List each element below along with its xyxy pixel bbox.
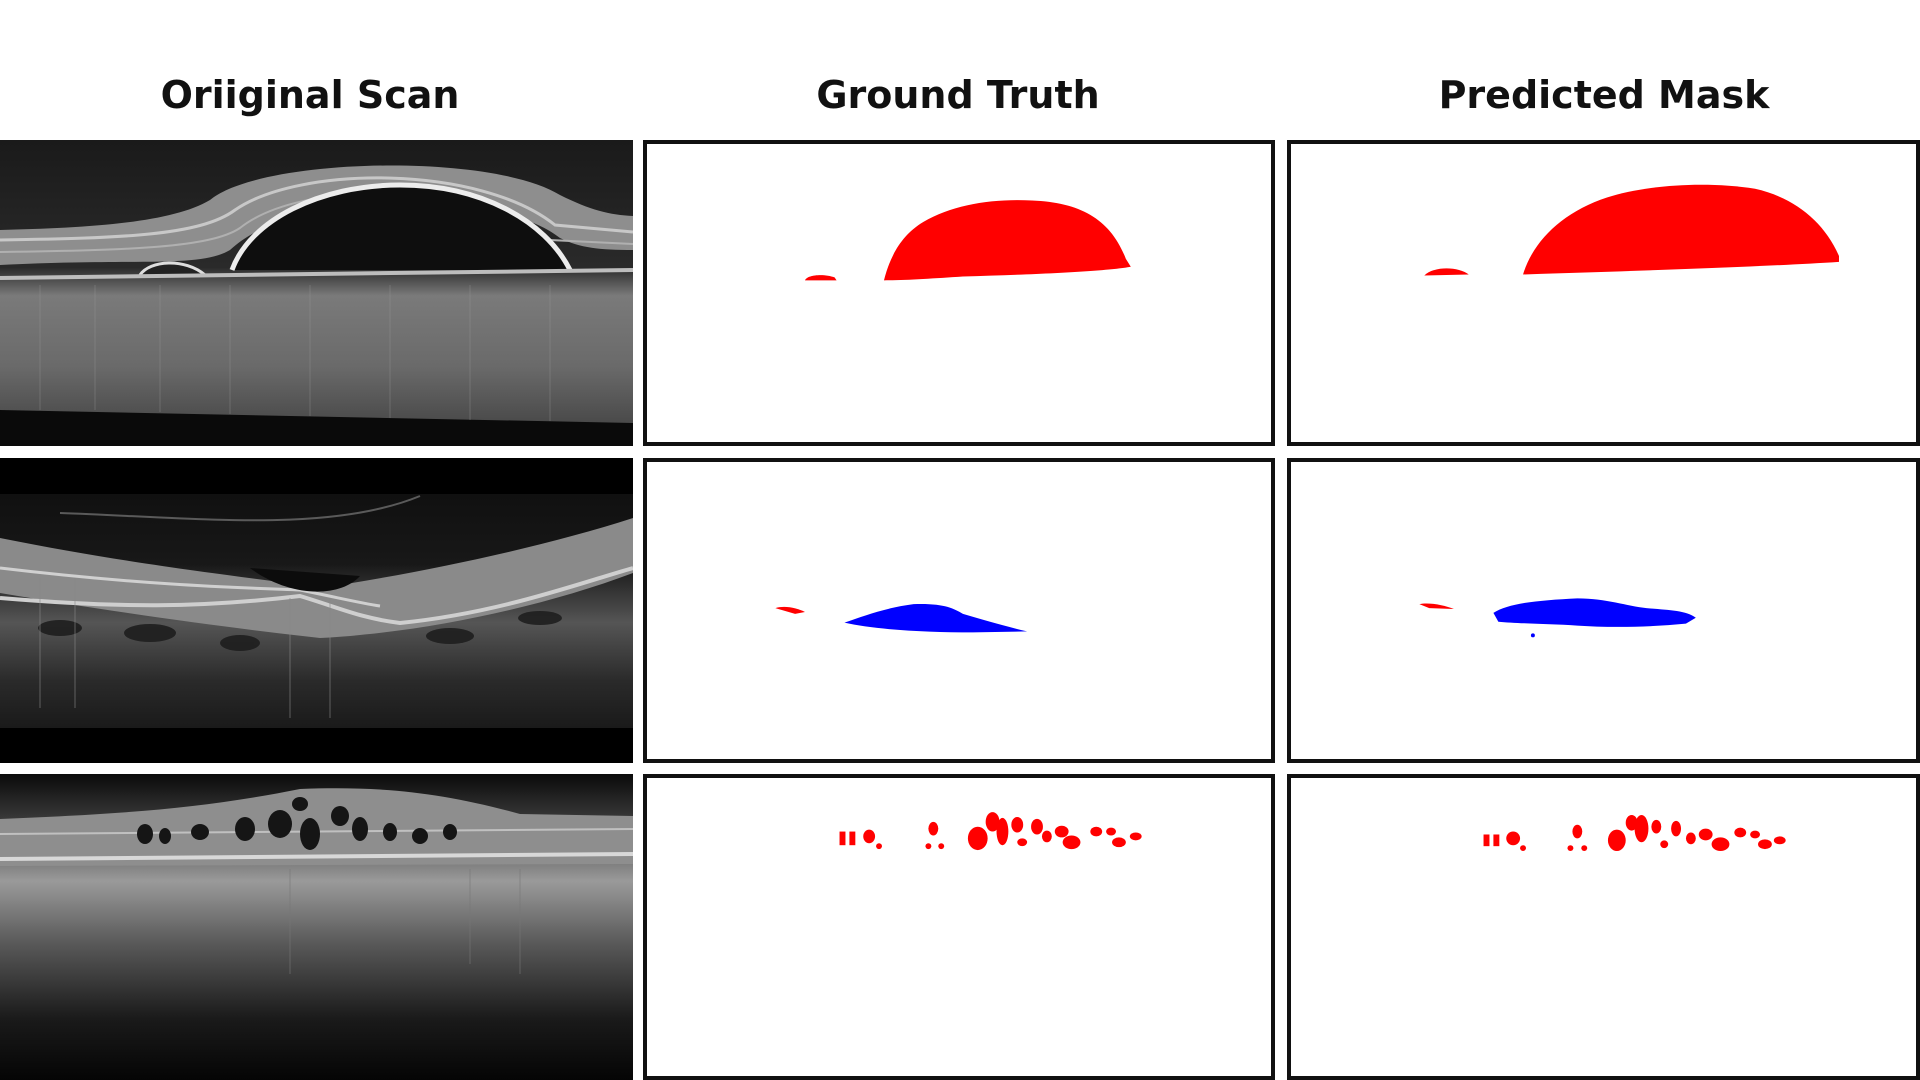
ground-truth-mask-row-1 [643, 140, 1275, 446]
header-original-scan: Oriiginal Scan [160, 73, 460, 117]
oct-scan-row-2 [0, 458, 633, 763]
fluid-region-red [775, 606, 805, 614]
ground-truth-mask-row-2 [643, 458, 1275, 763]
fluid-region-red [1483, 815, 1786, 852]
ground-truth-mask-row-3 [643, 774, 1275, 1080]
predicted-mask-row-1 [1287, 140, 1920, 446]
oct-scan-row-1 [0, 140, 633, 446]
fluid-region-red [839, 812, 1142, 851]
fluid-region-blue [1493, 598, 1696, 627]
fluid-region-red [1419, 603, 1454, 610]
fluid-region-blue [844, 604, 1028, 633]
header-ground-truth: Ground Truth [816, 73, 1100, 117]
fluid-region-red [883, 200, 1131, 281]
fluid-region-red [1523, 184, 1839, 275]
fluid-region-red [804, 275, 837, 281]
oct-scan-row-3 [0, 774, 633, 1080]
fluid-region-red [1424, 268, 1469, 276]
predicted-mask-row-2 [1287, 458, 1920, 763]
predicted-mask-row-3 [1287, 774, 1920, 1080]
header-predicted-mask: Predicted Mask [1438, 73, 1770, 117]
